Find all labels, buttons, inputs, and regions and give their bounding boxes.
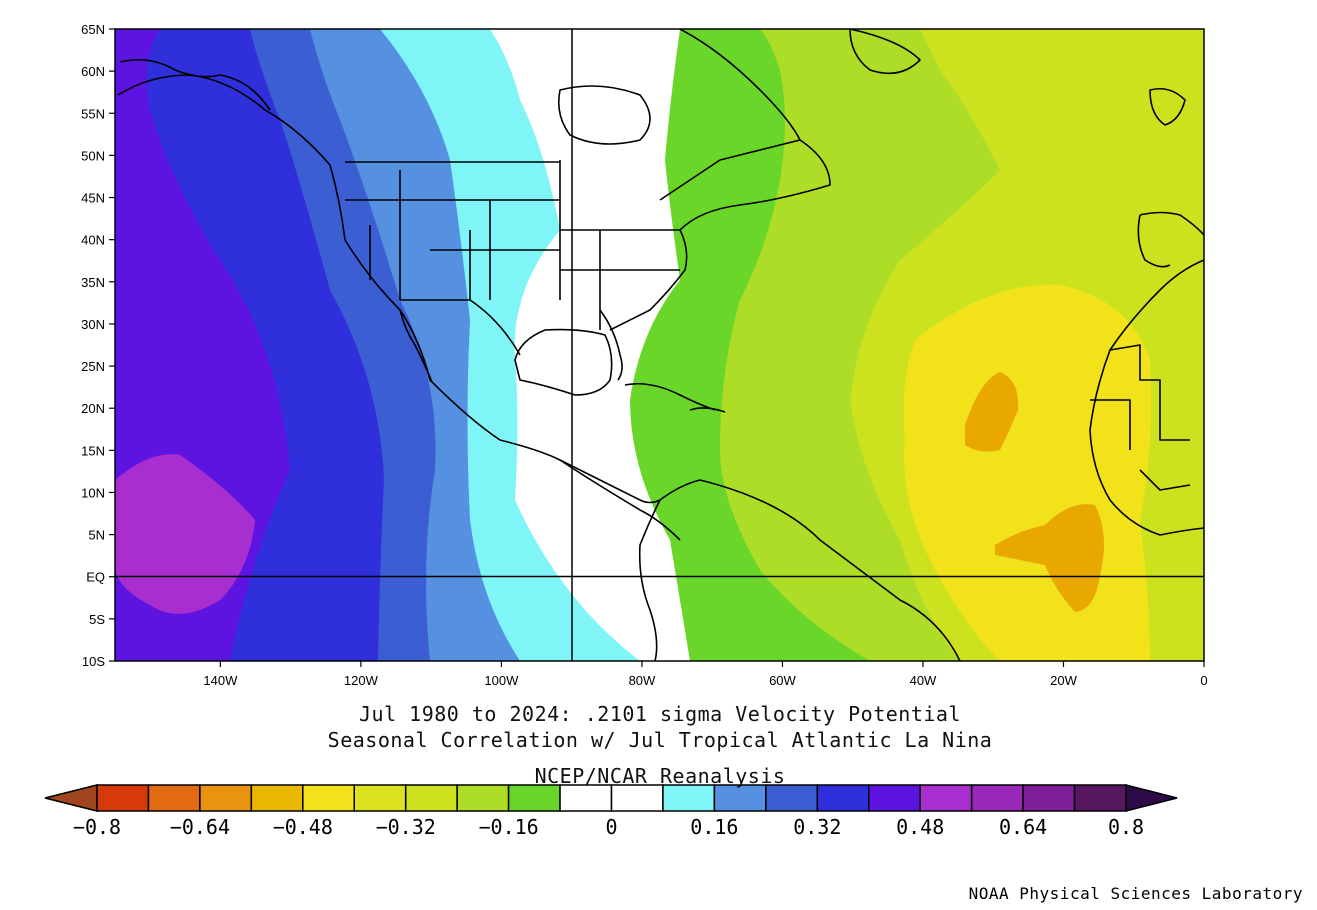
- colorbar-swatch: [868, 784, 921, 812]
- lon-tick-label: 60W: [769, 673, 796, 688]
- coastline-layer: [117, 29, 1204, 661]
- title-line-3: NCEP/NCAR Reanalysis: [534, 764, 786, 788]
- mexico-border: [400, 299, 521, 356]
- lon-tick-label: 100W: [484, 673, 519, 688]
- north-america-west-coast: [117, 74, 681, 541]
- lat-tick-label: 25N: [81, 359, 105, 374]
- fill-strong-negative-a: [965, 372, 1019, 452]
- lon-tick-label: 0: [1200, 673, 1207, 688]
- canada-northeast: [659, 139, 831, 231]
- lat-tick-label: 60N: [81, 64, 105, 79]
- colorbar-swatch: [662, 784, 716, 812]
- colorbar-label: 0.64: [999, 815, 1048, 839]
- colorbar-swatch: [302, 784, 355, 812]
- fill-very-strong-positive: [115, 454, 255, 614]
- alaska-coast: [119, 59, 271, 111]
- colorbar-label: 0: [605, 815, 618, 839]
- colorbar-swatch: [713, 784, 767, 812]
- colorbar-swatch: [507, 784, 561, 812]
- colorbar-swatch: [919, 784, 973, 812]
- correlation-fill-layer: [115, 29, 1204, 661]
- labrador: [679, 29, 801, 141]
- colorbar-label: −0.32: [375, 815, 436, 839]
- colorbar-swatch: [970, 784, 1024, 812]
- lat-tick-label: 10S: [82, 654, 105, 669]
- plot-frame: [114, 28, 1205, 662]
- longitude-axis: 140W 120W 100W 80W 60W 40W 20W 0: [203, 661, 1208, 688]
- africa-borders: [1090, 344, 1191, 491]
- lon-tick-label: 80W: [629, 673, 656, 688]
- us-state-borders: [345, 160, 680, 330]
- lat-tick-label: EQ: [86, 570, 105, 585]
- colorbar-swatch: [559, 784, 613, 812]
- colorbar-swatch: [1022, 784, 1076, 812]
- colorbar-label: 0.16: [690, 815, 739, 839]
- latitude-axis: 65N 60N 55N 50N 45N 40N 35N 30N 25N 20N 15N 10N 5N EQ…: [81, 22, 115, 669]
- florida: [599, 309, 623, 381]
- colorbar-swatch: [250, 784, 304, 812]
- hudson-bay: [557, 85, 651, 145]
- lat-tick-label: 35N: [81, 275, 105, 290]
- colorbar-swatch: [404, 784, 458, 812]
- colorbar-over-triangle: [1125, 784, 1178, 812]
- greenland: [849, 29, 921, 75]
- colorbar: [44, 784, 1178, 812]
- british-isles: [1149, 87, 1186, 126]
- colorbar-swatch: [765, 784, 819, 812]
- hispaniola: [689, 407, 726, 413]
- lat-tick-label: 45N: [81, 191, 105, 206]
- colorbar-label: −0.64: [169, 815, 230, 839]
- lat-tick-label: 40N: [81, 233, 105, 248]
- colorbar-swatch: [456, 784, 510, 812]
- colorbar-swatch: [1073, 784, 1127, 812]
- lon-tick-label: 20W: [1050, 673, 1077, 688]
- lon-tick-label: 120W: [344, 673, 379, 688]
- colorbar-label: 0.32: [793, 815, 842, 839]
- colorbar-swatch: [147, 784, 201, 812]
- colorbar-label: −0.8: [72, 815, 122, 839]
- colorbar-swatch: [610, 784, 664, 812]
- europe-iberia: [1137, 211, 1204, 268]
- colorbar-swatch: [96, 784, 150, 812]
- title-line-2: Seasonal Correlation w/ Jul Tropical Atl…: [327, 728, 993, 752]
- lat-tick-label: 15N: [81, 443, 105, 458]
- colorbar-label: −0.16: [478, 815, 539, 839]
- lat-tick-label: 20N: [81, 401, 105, 416]
- title-line-1: Jul 1980 to 2024: .2101 sigma Velocity P…: [359, 702, 961, 726]
- south-america: [638, 479, 961, 661]
- lat-tick-label: 55N: [81, 106, 105, 121]
- lat-tick-label: 10N: [81, 485, 105, 500]
- colorbar-swatch: [353, 784, 407, 812]
- colorbar-label: 0.8: [1107, 815, 1145, 839]
- lat-tick-label: 65N: [81, 22, 105, 37]
- colorbar-label: 0.48: [896, 815, 945, 839]
- lat-tick-label: 50N: [81, 148, 105, 163]
- colorbar-swatch: [199, 784, 253, 812]
- us-east-coast: [609, 229, 688, 331]
- cuba: [624, 382, 716, 411]
- colorbar-label: −0.48: [272, 815, 333, 839]
- credit-text: NOAA Physical Sciences Laboratory: [968, 884, 1303, 903]
- lat-tick-label: 5N: [88, 528, 105, 543]
- lon-tick-label: 40W: [910, 673, 937, 688]
- colorbar-swatch: [816, 784, 870, 812]
- lat-tick-label: 5S: [89, 612, 105, 627]
- baja-california: [399, 309, 433, 383]
- colorbar-under-triangle: [44, 784, 98, 812]
- africa-west-coast: [1089, 259, 1204, 536]
- lon-tick-label: 140W: [203, 673, 238, 688]
- central-america: [559, 459, 661, 504]
- fill-strong-negative-b: [995, 504, 1104, 612]
- lat-tick-label: 30N: [81, 317, 105, 332]
- gulf-of-mexico-coast: [514, 328, 613, 396]
